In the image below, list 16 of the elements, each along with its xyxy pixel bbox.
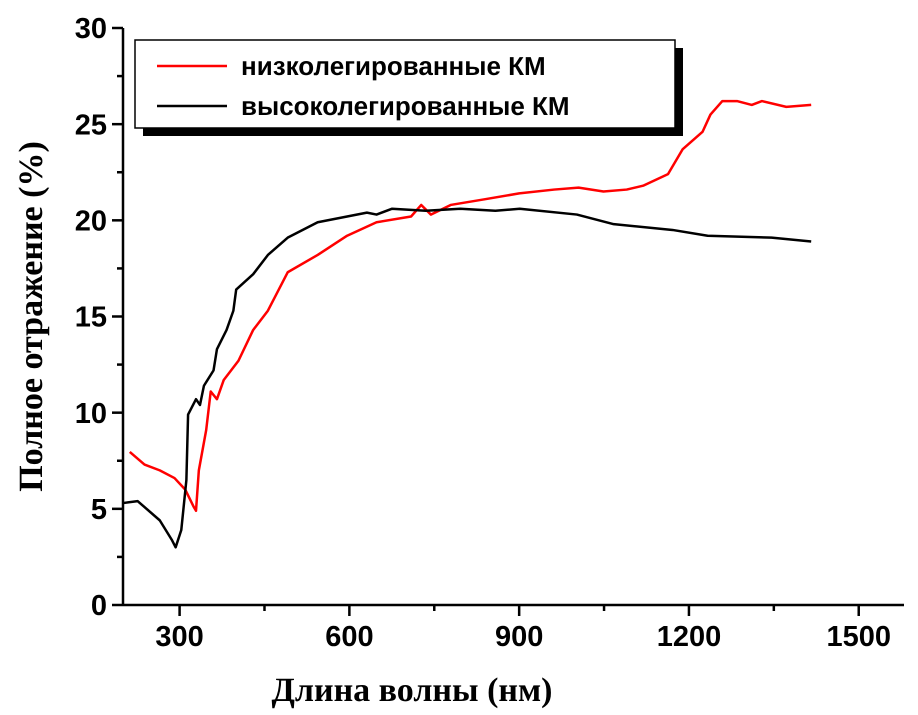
y-tick-label: 15 <box>74 302 107 334</box>
legend-label: низколегированные КМ <box>241 51 546 82</box>
x-tick-label: 900 <box>494 620 544 653</box>
x-axis-title: Длина волны (нм) <box>272 672 552 709</box>
y-tick-label: 5 <box>90 494 107 526</box>
y-tick-label: 0 <box>90 590 107 622</box>
y-tick-label: 25 <box>74 109 107 142</box>
y-tick-label: 20 <box>74 205 107 238</box>
x-tick-label: 1200 <box>656 620 722 653</box>
x-tick-label: 300 <box>155 620 204 653</box>
x-tick-label: 600 <box>325 620 374 653</box>
y-tick-label: 30 <box>74 13 107 46</box>
y-axis-title: Полное отражение (%) <box>13 141 50 492</box>
y-tick-label: 10 <box>74 398 107 430</box>
x-tick-label: 1500 <box>826 620 891 653</box>
legend-label: высоколегированные КМ <box>241 91 570 122</box>
